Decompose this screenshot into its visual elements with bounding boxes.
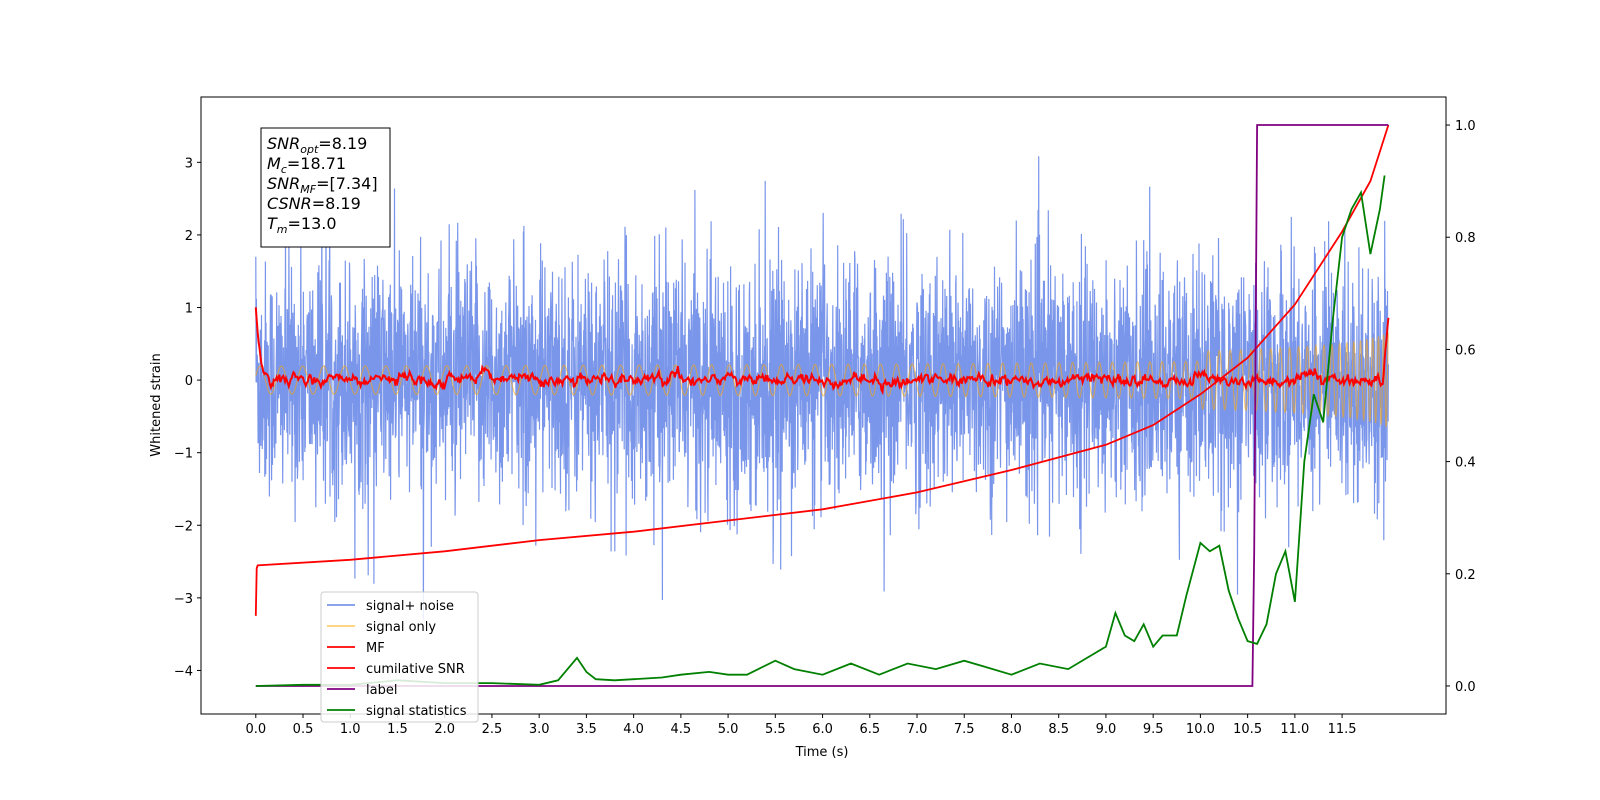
plot-frame [200,96,1447,715]
x-tick-label: 6.0 [812,722,833,737]
y-right-tick-label: 0.6 [1455,343,1476,358]
stats-box: SNRopt=8.19Mc=18.71SNRMF=[7.34]CSNR=8.19… [260,127,391,248]
y-left-tick-label: 2 [185,229,193,244]
series-signal-noise [255,156,1389,620]
x-tick-label: 1.0 [340,722,361,737]
y-right-tick-label: 1.0 [1455,119,1476,134]
series-mf [254,307,1390,396]
y-right-tick-label: 0.0 [1455,680,1476,695]
legend-entry: signal statistics [366,704,467,719]
x-axis: 0.0 0.5 1.0 1.5 2.0 2.5 3.0 3.5 4.0 4.5 5.0 5.5 6.0 6… [245,714,1357,737]
y-axis-left: −4 −3 −2 −1 0 1 2 3 [174,156,201,679]
y-left-tick-label: −3 [174,592,193,607]
x-tick-label: 7.0 [907,722,928,737]
legend-entry: label [366,683,397,698]
legend-entry: cumilative SNR [366,662,465,677]
y-left-tick-label: 1 [185,302,193,317]
x-tick-label: 4.0 [623,722,644,737]
x-tick-label: 11.0 [1280,722,1309,737]
series-cumilative-snr [254,124,1390,616]
x-tick-label: 9.5 [1143,722,1164,737]
stats-line: CSNR=8.19 [267,194,361,213]
y-left-tick-label: −1 [174,447,193,462]
x-tick-label: 0.0 [245,722,266,737]
x-tick-label: 4.5 [671,722,692,737]
legend-entry: MF [366,641,385,656]
series-label [255,124,1389,687]
y-right-tick-label: 0.4 [1455,456,1476,471]
stats-line: SNRopt=8.19 [267,134,367,156]
y-right-tick-label: 0.8 [1455,231,1476,246]
stats-line: Mc=18.71 [267,154,346,176]
x-tick-label: 8.0 [1001,722,1022,737]
x-tick-label: 5.5 [765,722,786,737]
x-tick-label: 1.5 [387,722,408,737]
x-tick-label: 5.0 [718,722,739,737]
x-tick-label: 10.0 [1186,722,1215,737]
y-right-tick-label: 0.2 [1455,568,1476,583]
y-left-tick-label: 0 [185,374,193,389]
x-tick-label: 10.5 [1233,722,1262,737]
y-left-tick-label: 3 [185,156,193,171]
series-layer [254,124,1390,687]
y-left-tick-label: −4 [174,664,193,679]
stats-line: SNRMF=[7.34] [267,174,378,196]
y-axis-label: Whitened strain [149,353,164,456]
legend: signal+ noise signal only MF cumilative SNR… [320,591,479,723]
x-tick-label: 7.5 [954,722,975,737]
x-tick-label: 8.5 [1048,722,1069,737]
y-axis-right: 0.0 0.2 0.4 0.6 0.8 1.0 [1446,119,1476,695]
y-left-tick-label: −2 [174,519,193,534]
legend-entry: signal only [366,620,436,635]
x-tick-label: 9.0 [1096,722,1117,737]
x-tick-label: 0.5 [293,722,314,737]
x-tick-label: 11.5 [1328,722,1357,737]
legend-entry: signal+ noise [366,599,454,614]
x-tick-label: 3.0 [529,722,550,737]
x-tick-label: 2.5 [482,722,503,737]
series-signal-statistics [255,175,1386,687]
x-tick-label: 3.5 [576,722,597,737]
x-tick-label: 6.5 [859,722,880,737]
stats-line: Tm=13.0 [267,214,337,236]
x-axis-label: Time (s) [795,745,849,760]
x-tick-label: 2.0 [434,722,455,737]
